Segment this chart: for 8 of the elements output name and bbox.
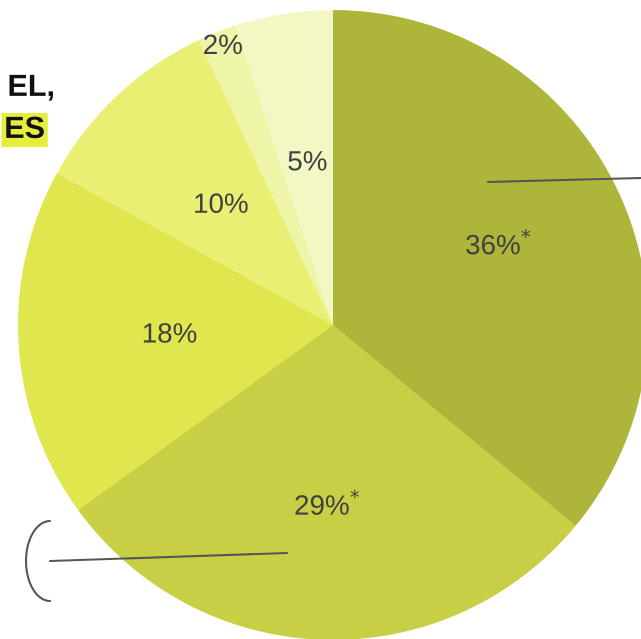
data-label: 10%: [195, 193, 248, 214]
data-label: 2%: [204, 34, 242, 54]
data-label: 5%: [288, 151, 326, 171]
text: EL,: [10, 74, 53, 101]
text: ES: [6, 116, 44, 138]
data-label: 36%$^{*}$: [466, 229, 530, 254]
data-label: 29%$^{*}$: [295, 490, 360, 515]
data-label: 18%: [144, 323, 196, 343]
